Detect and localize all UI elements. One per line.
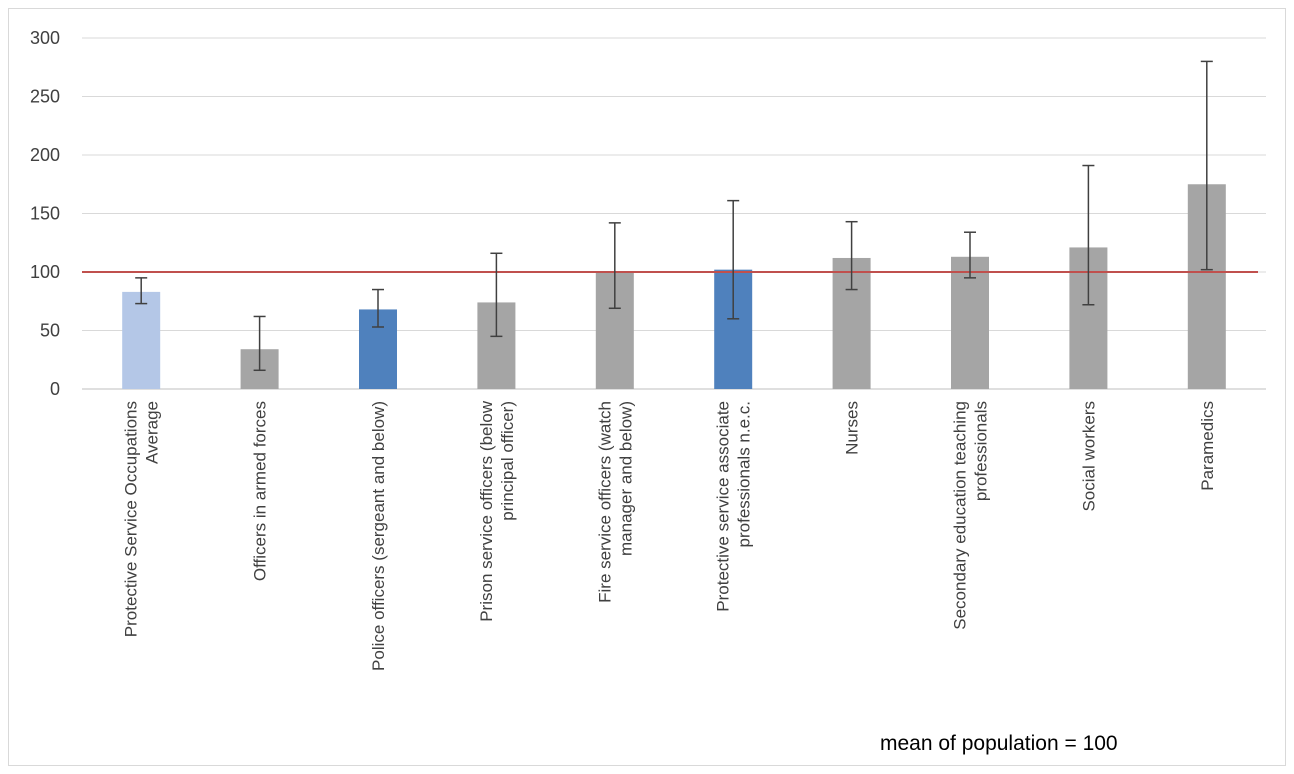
y-tick-label: 300 [30,28,60,48]
error-bar [964,231,976,279]
y-tick-label: 150 [30,204,60,224]
x-category-label: Paramedics [1198,401,1217,491]
x-category-label: Fire service officers (watch manager and … [595,401,635,603]
error-bar [608,222,621,310]
x-axis-category-labels: Protective Service Occupations Average Off… [122,400,1217,671]
y-tick-label: 200 [30,145,60,165]
bar [951,256,989,389]
error-bar [727,199,740,320]
error-bar [490,252,503,338]
bars [122,184,1226,389]
y-axis-tick-labels: 0 50 100 150 200 250 300 [30,28,60,399]
error-bar [1200,60,1213,271]
x-category-label: Protective service associate professional… [714,401,754,612]
error-bar [372,288,384,328]
error-bar [1082,164,1095,306]
error-bars [135,60,1213,372]
x-category-label: Police officers (sergeant and below) [369,401,388,671]
population-mean-note: mean of population = 100 [880,732,1118,755]
chart-frame [8,8,1286,766]
error-bar [135,277,148,305]
x-category-label: Nurses [843,401,862,455]
x-category-label: Officers in armed forces [251,401,270,581]
error-bar [253,315,266,372]
y-tick-label: 50 [40,321,60,341]
y-tick-label: 0 [50,379,60,399]
error-bar [845,220,858,291]
y-tick-label: 250 [30,87,60,107]
x-category-label: Secondary education teaching professional… [951,401,991,630]
x-category-label: Social workers [1079,401,1098,512]
y-tick-label: 100 [30,262,60,282]
bar [122,291,161,389]
x-category-label: Prison service officers (below principal … [477,400,517,621]
x-category-label: Protective Service Occupations Average [122,401,162,637]
